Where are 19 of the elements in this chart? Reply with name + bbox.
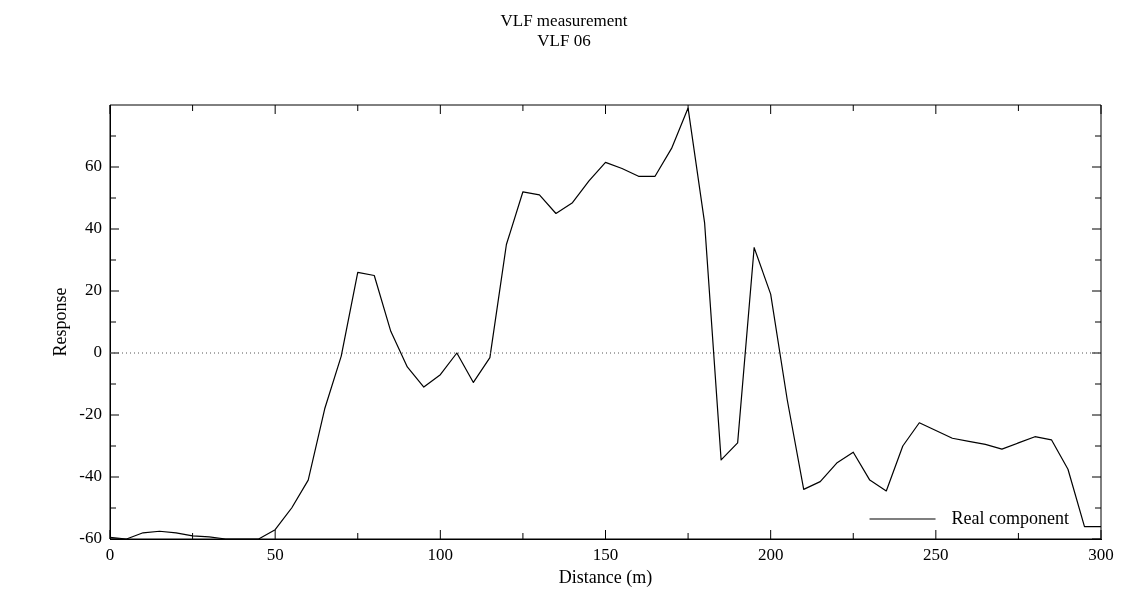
y-tick-label: -40 — [79, 466, 102, 486]
y-axis-title: Response — [49, 287, 70, 357]
x-tick-label: 300 — [1088, 544, 1114, 564]
x-tick-label: 250 — [923, 544, 949, 564]
y-tick-label: -20 — [79, 404, 102, 424]
y-tick-label: -60 — [79, 528, 102, 548]
legend-label: Real component — [951, 507, 1069, 528]
x-tick-label: 150 — [592, 544, 619, 564]
y-tick-label: 20 — [85, 280, 102, 300]
x-tick-label: 100 — [427, 544, 454, 564]
chart-subtitle: VLF 06 — [537, 31, 591, 50]
x-tick-label: 50 — [266, 544, 284, 564]
x-tick-label: 0 — [105, 544, 115, 564]
x-axis-title: Distance (m) — [558, 566, 653, 588]
x-tick-label: 200 — [757, 544, 784, 564]
y-tick-label: 40 — [85, 218, 102, 238]
y-tick-label: 60 — [85, 156, 102, 176]
y-tick-label: 0 — [93, 342, 102, 362]
chart-title: VLF measurement — [500, 11, 628, 30]
